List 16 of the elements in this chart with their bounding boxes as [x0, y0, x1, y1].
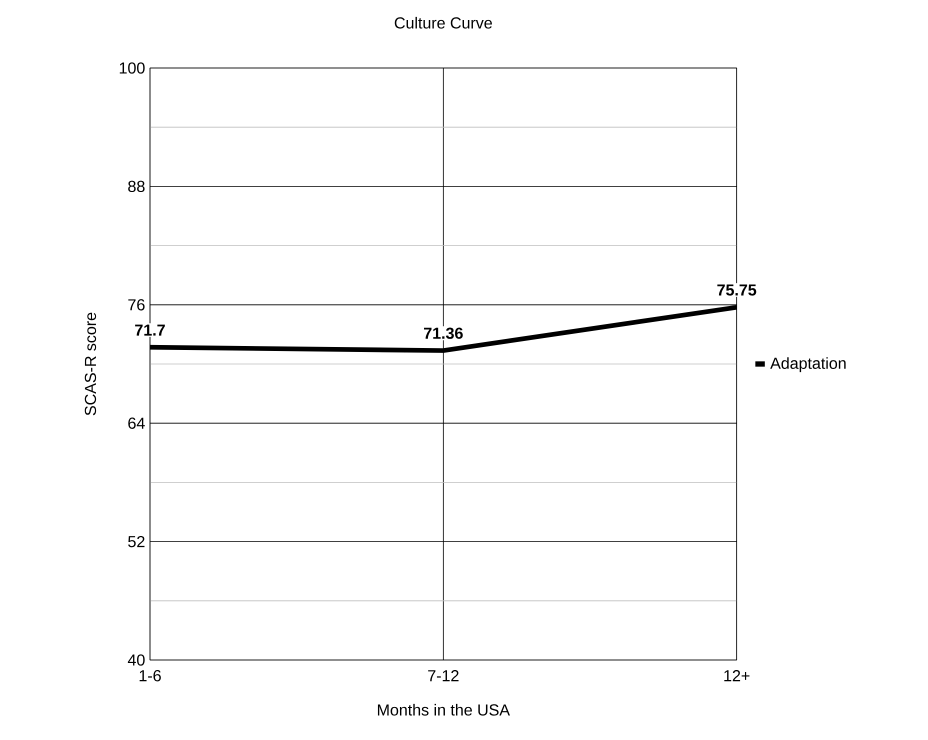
legend-label: Adaptation — [770, 357, 846, 372]
y-tick-label: 64 — [128, 418, 145, 429]
x-tick-label: 12+ — [724, 670, 750, 682]
data-label: 71.7 — [135, 324, 165, 336]
y-tick-label: 88 — [128, 180, 145, 192]
y-tick-label: 52 — [128, 536, 144, 548]
chart-title: Culture Curve — [394, 16, 492, 29]
y-tick-label: 100 — [120, 62, 145, 74]
data-label: 75.75 — [717, 284, 756, 296]
x-tick-label: 1-6 — [140, 670, 161, 682]
x-axis-title: Months in the USA — [378, 704, 510, 716]
x-tick-label: 7-12 — [428, 670, 459, 682]
y-tick-label: 76 — [128, 299, 145, 310]
data-label: 71.36 — [424, 328, 463, 339]
y-tick-label: 40 — [128, 654, 145, 666]
y-axis-title: SCAS-R score — [84, 312, 96, 416]
